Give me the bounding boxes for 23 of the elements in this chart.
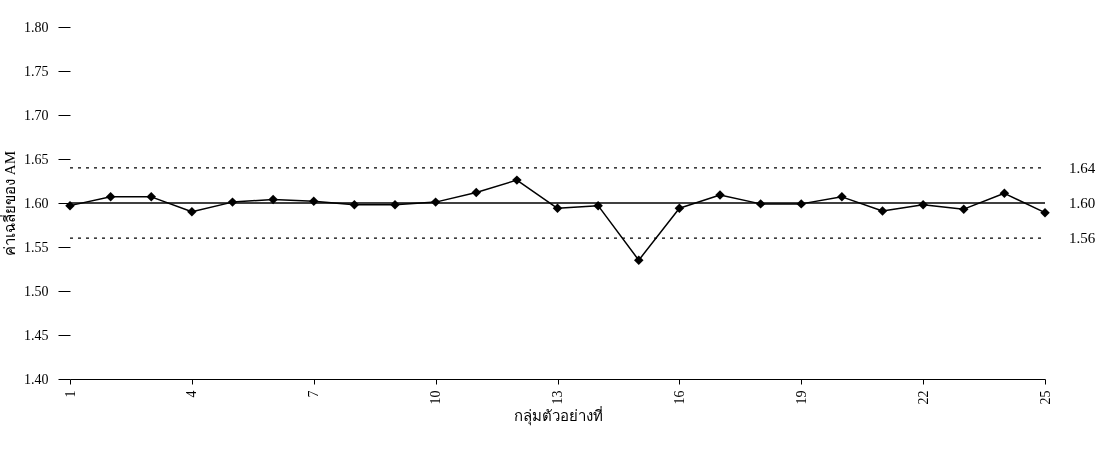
x-tick-label: 13 bbox=[550, 390, 565, 405]
x-tick-label: 16 bbox=[671, 390, 687, 405]
x-tick-label: 4 bbox=[184, 390, 200, 398]
x-tick-label: 19 bbox=[793, 390, 809, 405]
ref-line-label: 1.64 bbox=[1069, 159, 1096, 176]
ref-line-label: 1.60 bbox=[1069, 195, 1096, 211]
y-tick-label: 1.80 bbox=[24, 19, 49, 35]
y-tick-label: 1.50 bbox=[24, 283, 49, 299]
y-axis-title: ค่าเฉลี่ยของ AM bbox=[0, 151, 18, 256]
y-tick-label: 1.55 bbox=[24, 239, 49, 255]
ref-line-label: 1.56 bbox=[1069, 230, 1096, 247]
y-tick-label: 1.60 bbox=[24, 195, 49, 211]
x-tick-label: 25 bbox=[1037, 390, 1053, 405]
y-tick-label: 1.40 bbox=[24, 371, 49, 387]
x-tick-label: 22 bbox=[915, 390, 931, 405]
y-tick-label: 1.75 bbox=[24, 63, 49, 79]
x-axis-title: กลุ่มตัวอย่างที่ bbox=[513, 404, 603, 426]
y-tick-label: 1.45 bbox=[24, 327, 49, 343]
y-tick-label: 1.70 bbox=[24, 107, 49, 123]
y-tick-label: 1.65 bbox=[24, 151, 49, 167]
x-tick-label: 1 bbox=[62, 390, 78, 398]
x-tick-label: 7 bbox=[306, 390, 322, 398]
x-tick-label: 10 bbox=[428, 390, 444, 405]
